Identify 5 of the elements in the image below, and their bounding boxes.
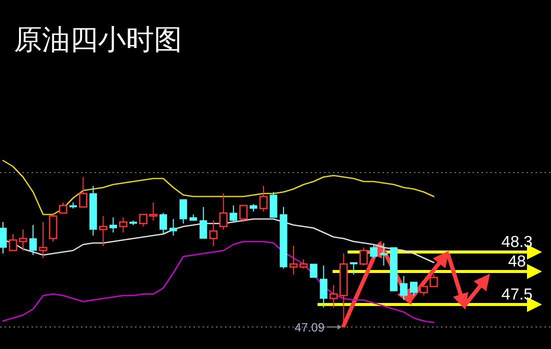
text: 47.5 <box>501 286 533 304</box>
chart-title: 原油四小时图 <box>14 24 182 55</box>
annotation: 47.09 <box>294 320 325 334</box>
text: 48 <box>508 254 526 270</box>
text: 48.3 <box>501 234 533 251</box>
